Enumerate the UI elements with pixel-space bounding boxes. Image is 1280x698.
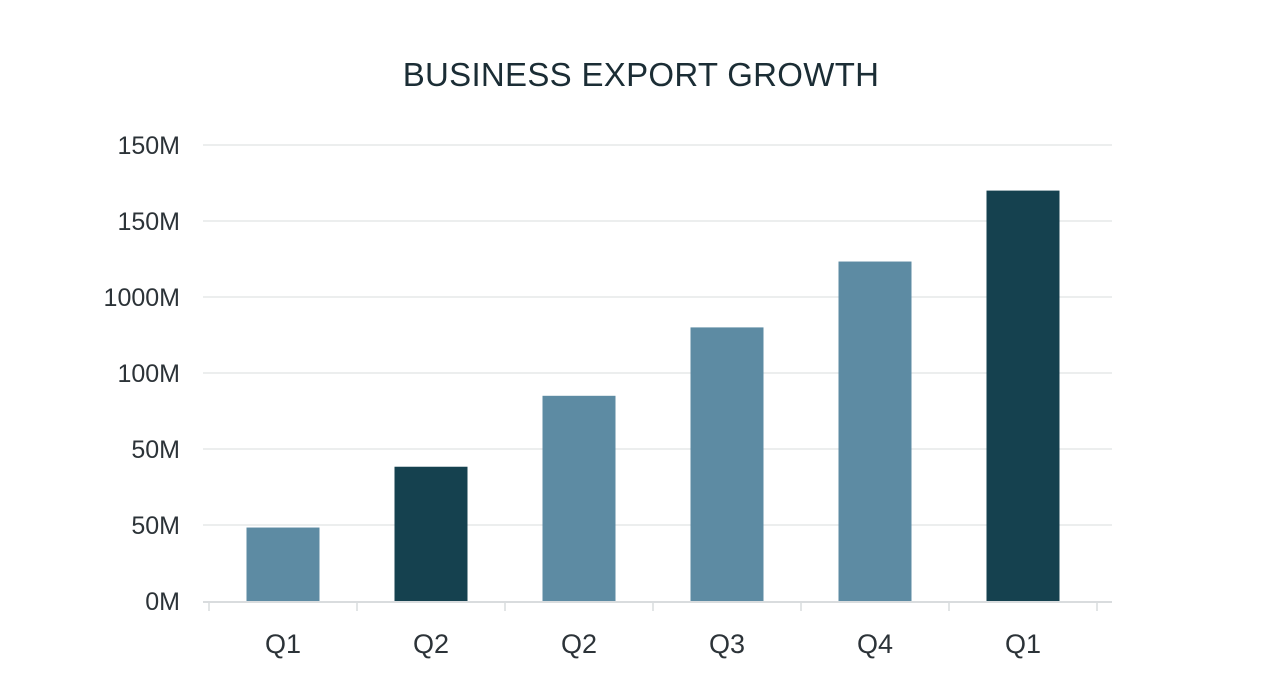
x-tick-label: Q2: [561, 629, 597, 659]
y-tick-label: 0M: [145, 588, 180, 616]
bar-5: [838, 261, 912, 601]
chart-title: BUSINESS EXPORT GROWTH: [402, 56, 880, 93]
gridlines: [203, 144, 1112, 526]
y-tick-label: 1000M: [104, 284, 180, 312]
y-tick-label: 100M: [117, 360, 180, 388]
y-tick-label: 150M: [117, 132, 180, 160]
y-tick-label: 50M: [131, 512, 180, 540]
bar-6: [986, 190, 1060, 601]
x-tick-label: Q1: [1005, 629, 1041, 659]
x-tick-label: Q2: [413, 629, 449, 659]
x-axis: [203, 601, 1112, 611]
x-axis-ticks: Q1 Q2 Q2 Q3 Q4 Q1: [265, 629, 1041, 659]
x-tick-label: Q1: [265, 629, 301, 659]
y-tick-label: 50M: [131, 436, 180, 464]
y-tick-label: 150M: [117, 208, 180, 236]
bar-1: [246, 527, 320, 601]
x-tick-label: Q3: [709, 629, 745, 659]
bar-2: [394, 466, 468, 601]
bar-3: [542, 395, 616, 601]
x-tick-label: Q4: [857, 629, 893, 659]
y-axis-ticks: 0M 50M 50M 100M 1000M 150M 150M: [104, 132, 180, 616]
bars: [246, 190, 1060, 601]
bar-4: [690, 327, 764, 601]
